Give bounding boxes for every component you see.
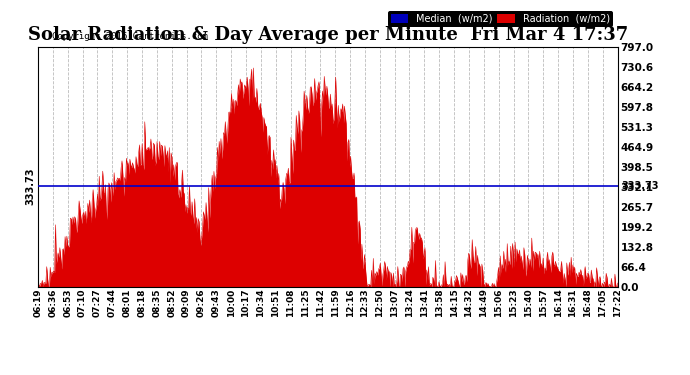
Legend: Median  (w/m2), Radiation  (w/m2): Median (w/m2), Radiation (w/m2)	[388, 11, 613, 27]
Text: 333.73: 333.73	[622, 182, 659, 191]
Text: Copyright 2016 Cartronics.com: Copyright 2016 Cartronics.com	[52, 32, 208, 41]
Title: Solar Radiation & Day Average per Minute  Fri Mar 4 17:37: Solar Radiation & Day Average per Minute…	[28, 26, 628, 44]
Text: 333.73: 333.73	[25, 168, 35, 205]
